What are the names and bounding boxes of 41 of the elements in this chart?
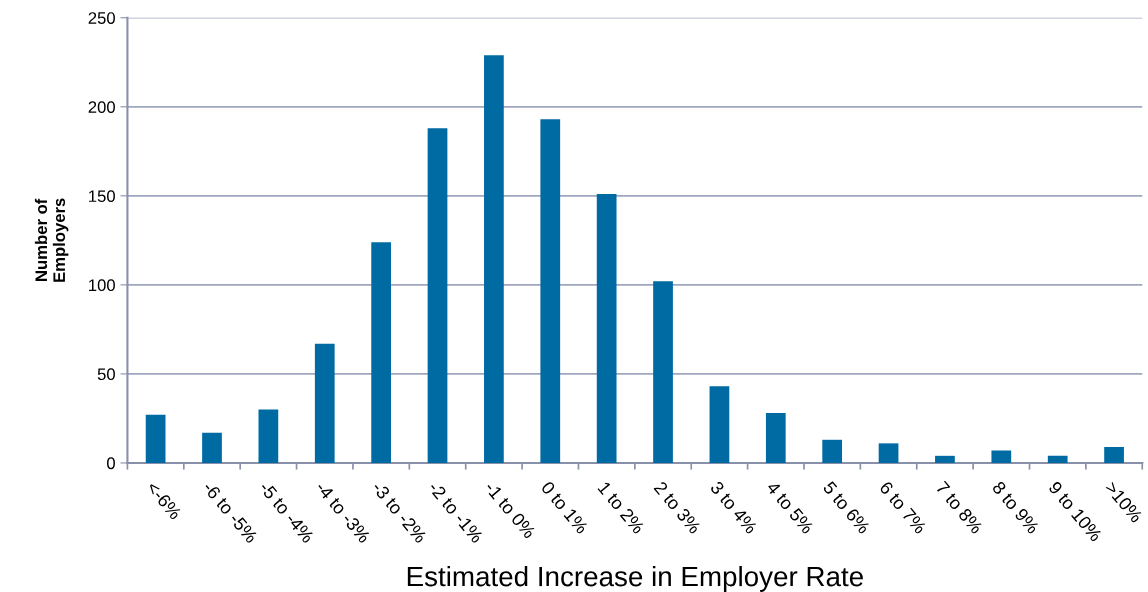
bar — [765, 413, 786, 463]
bar — [596, 194, 617, 463]
y-tick-label: 150 — [89, 190, 115, 203]
bar — [1047, 455, 1068, 463]
bar — [371, 242, 391, 463]
bar — [427, 128, 448, 463]
bar — [935, 455, 955, 463]
x-tick-label: 2 to 3% — [653, 480, 702, 535]
bar — [878, 443, 899, 463]
y-tick-label: 200 — [88, 101, 115, 113]
bar — [258, 409, 279, 463]
y-axis-title: Number of Employers — [34, 198, 69, 282]
bar — [822, 439, 843, 463]
x-tick-label: -5 to -4% — [258, 480, 315, 544]
bar — [314, 343, 335, 463]
bar — [202, 432, 222, 463]
x-tick-label: -4 to -3% — [315, 480, 372, 544]
bar — [653, 281, 673, 463]
bar — [540, 119, 561, 463]
x-tick-label: -2 to -1% — [427, 480, 484, 544]
x-tick-label: 8 to 9% — [991, 480, 1040, 535]
bar — [991, 450, 1012, 463]
bar — [484, 55, 504, 463]
bar — [709, 386, 730, 463]
x-tick-label: 0 to 1% — [540, 480, 589, 535]
x-tick-label: -6 to -5% — [202, 480, 259, 544]
bar — [145, 414, 166, 463]
y-tick-label: 250 — [88, 12, 115, 24]
x-tick-label: 6 to 7% — [878, 480, 928, 535]
x-tick-label: 3 to 4% — [709, 480, 758, 535]
x-axis-title: Estimated Increase in Employer Rate — [407, 565, 863, 592]
y-tick-label: 0 — [107, 457, 115, 470]
y-tick-label: 50 — [97, 368, 115, 381]
bar — [1104, 446, 1124, 463]
y-tick-label: 100 — [89, 279, 115, 292]
x-tick-label: -1 to 0% — [484, 480, 537, 540]
x-tick-label: 7 to 8% — [935, 480, 984, 535]
x-tick-label: 4 to 5% — [765, 480, 815, 535]
x-tick-label: 5 to 6% — [822, 480, 871, 535]
x-tick-label: 1 to 2% — [597, 480, 646, 535]
x-tick-label: -3 to -2% — [371, 480, 428, 544]
